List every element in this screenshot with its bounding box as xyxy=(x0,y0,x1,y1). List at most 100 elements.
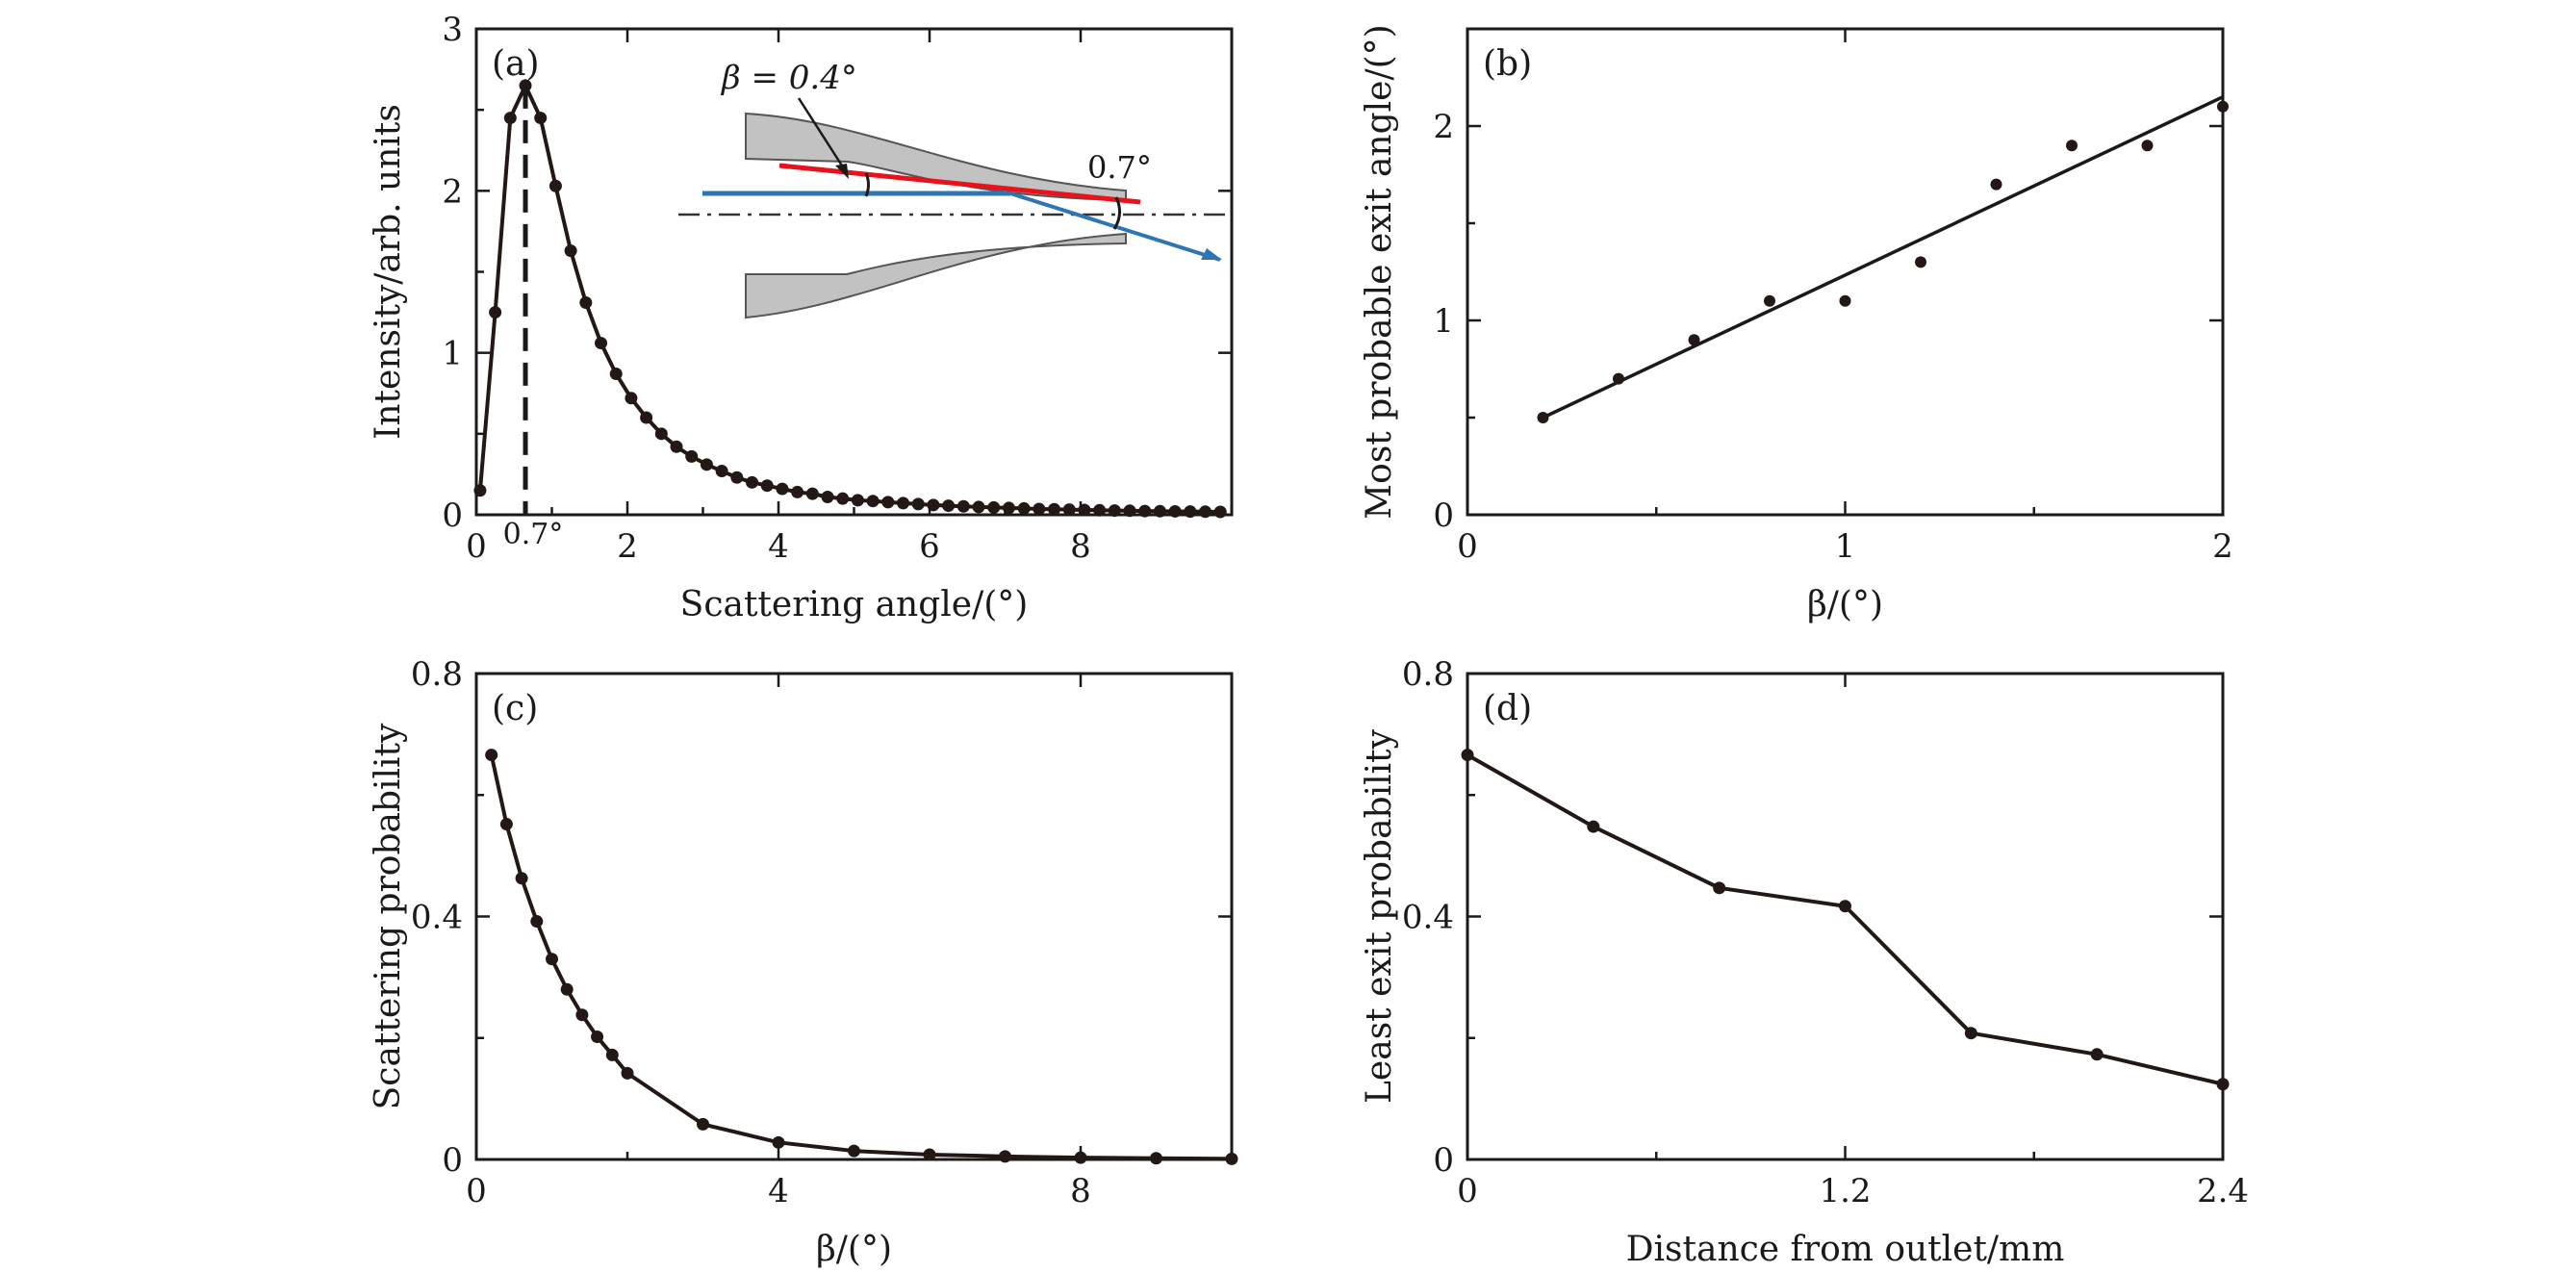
data-point xyxy=(1062,503,1076,517)
data-point xyxy=(987,500,1001,514)
data-point xyxy=(1033,502,1046,516)
data-point xyxy=(1138,504,1152,518)
data-point xyxy=(776,482,789,496)
data-point xyxy=(805,487,819,500)
data-point xyxy=(499,818,513,831)
data-point xyxy=(473,484,487,497)
x-axis-label: β/(°) xyxy=(816,1230,892,1269)
y-tick-label: 0.4 xyxy=(1402,899,1454,937)
data-point xyxy=(1153,504,1166,518)
x-tick-label: 0 xyxy=(1457,1172,1478,1210)
data-point xyxy=(654,427,668,441)
data-point xyxy=(1990,178,2002,191)
data-point xyxy=(1150,1152,1162,1165)
inset-angle-label: 0.7° xyxy=(1087,149,1152,186)
y-tick-label: 1 xyxy=(442,335,463,373)
inset-beta-pointer-head xyxy=(835,164,849,179)
data-point xyxy=(911,497,925,511)
data-point xyxy=(515,872,528,885)
data-point xyxy=(972,500,985,514)
data-point xyxy=(591,1030,604,1043)
x-tick-label: 1 xyxy=(1835,527,1856,566)
data-point xyxy=(1915,256,1926,268)
y-axis-label: Scattering probability xyxy=(369,723,408,1109)
x-axis-label: Scattering angle/(°) xyxy=(680,585,1029,624)
panel-label: (d) xyxy=(1483,689,1532,728)
inset-beta-pointer xyxy=(797,97,849,174)
x-tick-label: 6 xyxy=(919,527,940,566)
x-tick-label: 0 xyxy=(466,527,487,566)
data-point xyxy=(534,112,548,125)
panel-a-plot: 0 2 4 6 8 0 1 2 3 Scattering angle/(°) Intensity/a… xyxy=(369,11,1234,624)
data-point xyxy=(999,1150,1011,1163)
data-point xyxy=(836,492,850,505)
panel-b: 0 1 2 0 1 2 β/(°) Most probable exit angle/(°) (… xyxy=(1360,24,2233,624)
data-point xyxy=(2141,140,2154,152)
fit-line xyxy=(1542,95,2224,420)
x-tick-label: 2 xyxy=(617,527,638,566)
data-point xyxy=(1078,503,1091,517)
plot-frame xyxy=(474,672,1234,1161)
data-point xyxy=(685,449,699,463)
y-axis-label: Least exit probability xyxy=(1360,728,1399,1104)
data-point xyxy=(1184,505,1197,519)
data-point xyxy=(1213,505,1227,519)
y-tick-label: 0 xyxy=(442,496,463,535)
x-tick-label: 4 xyxy=(768,527,789,566)
data-point xyxy=(579,295,593,309)
data-point xyxy=(881,496,895,509)
data-point xyxy=(1108,504,1121,518)
data-point xyxy=(2090,1048,2104,1061)
y-tick-label: 0.8 xyxy=(1402,655,1454,694)
data-point xyxy=(640,411,653,424)
data-point xyxy=(546,953,558,966)
data-point xyxy=(848,1144,860,1158)
data-point xyxy=(548,179,562,192)
panel-c: 0 4 8 0 0.4 0.8 β/(°) Scattering probability (c) xyxy=(369,655,1238,1269)
panel-label: (c) xyxy=(492,689,538,728)
inset-lower-wall xyxy=(745,232,1127,319)
data-point xyxy=(1017,501,1031,515)
panel-a: 0 2 4 6 8 0 1 2 3 Scattering angle/(°) Intensity/a… xyxy=(369,11,1234,624)
x-axis-label: Distance from outlet/mm xyxy=(1626,1230,2065,1269)
data-point xyxy=(1839,294,1851,307)
plot-frame xyxy=(1466,672,2225,1161)
panel-label: (b) xyxy=(1483,44,1532,84)
data-point xyxy=(1587,820,1600,833)
data-point xyxy=(821,490,834,503)
plot-frame xyxy=(1466,27,2225,517)
inset-tilt-line xyxy=(778,163,1141,205)
data-point xyxy=(575,1008,589,1022)
data-point xyxy=(927,498,940,512)
x-tick-label: 4 xyxy=(768,1172,789,1210)
data-point xyxy=(1839,900,1851,913)
inset-schematic: β = 0.4° 0.7° xyxy=(678,59,1227,319)
data-point xyxy=(530,915,544,929)
x-axis-label: β/(°) xyxy=(1807,585,1883,624)
y-tick-label: 0 xyxy=(442,1141,463,1180)
y-tick-label: 0 xyxy=(1433,496,1454,535)
y-tick-label: 0 xyxy=(1433,1141,1454,1180)
data-point xyxy=(1225,1152,1238,1165)
data-point xyxy=(1461,749,1474,762)
data-point xyxy=(1093,503,1107,517)
y-axis-label: Intensity/arb. units xyxy=(369,104,408,440)
data-point xyxy=(760,479,774,493)
data-point xyxy=(1048,502,1061,516)
data-point xyxy=(700,458,713,471)
x-tick-label: 0 xyxy=(466,1172,487,1210)
data-point xyxy=(609,368,623,381)
data-point xyxy=(715,465,728,478)
x-tick-label: 8 xyxy=(1070,1172,1091,1210)
data-point xyxy=(1688,334,1700,346)
data-point xyxy=(956,499,970,513)
data-point xyxy=(1764,294,1775,307)
data-point xyxy=(942,499,956,513)
data-point xyxy=(1613,372,1624,385)
data-point xyxy=(564,244,577,258)
data-point xyxy=(897,496,910,510)
series-line xyxy=(489,754,1233,1161)
inset-beta-label: β = 0.4° xyxy=(720,59,857,97)
inset-beta-arc xyxy=(864,172,870,197)
